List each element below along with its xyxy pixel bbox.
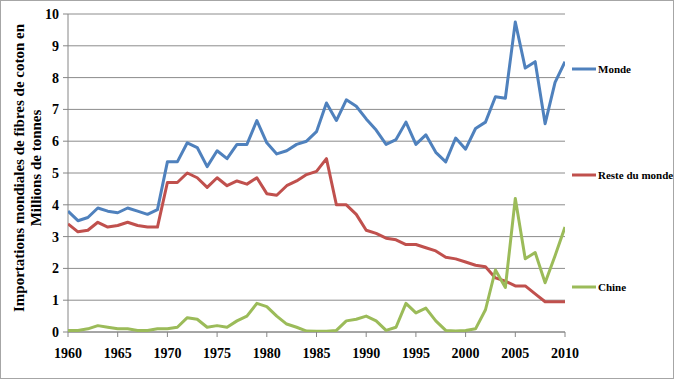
grid-line: [68, 45, 565, 46]
series-line: [68, 22, 565, 221]
legend-swatch: [572, 286, 596, 289]
x-tick-label: 2000: [452, 346, 480, 361]
y-tick-label: 8: [52, 71, 59, 86]
y-tick: [63, 268, 68, 269]
x-tick-label: 1990: [352, 346, 380, 361]
y-tick-label: 7: [52, 102, 59, 117]
x-tick-label: 1985: [303, 346, 331, 361]
y-tick: [63, 300, 68, 301]
y-tick-label: 10: [45, 7, 59, 22]
y-tick: [63, 173, 68, 174]
y-tick: [63, 204, 68, 205]
grid-line: [68, 300, 565, 301]
y-tick: [63, 109, 68, 110]
x-tick: [515, 332, 516, 337]
y-tick-label: 3: [52, 230, 59, 245]
grid-line: [68, 77, 565, 78]
x-tick-label: 1995: [402, 346, 430, 361]
x-tick: [117, 332, 118, 337]
y-axis-label-line: Millions de tonnes: [28, 109, 44, 226]
x-tick-label: 1970: [153, 346, 181, 361]
grid-line: [68, 204, 565, 205]
x-tick-label: 2005: [501, 346, 529, 361]
x-tick: [316, 332, 317, 337]
legend-swatch: [572, 174, 596, 177]
y-tick-label: 2: [52, 261, 59, 276]
series-line: [68, 198, 565, 331]
x-tick: [266, 332, 267, 337]
legend-swatch: [572, 68, 596, 71]
y-axis-label: Importations mondiales de fibres de coto…: [11, 23, 44, 312]
y-tick-label: 4: [52, 198, 59, 213]
y-tick: [63, 77, 68, 78]
grid-line: [68, 236, 565, 237]
legend-label: Chine: [598, 281, 626, 293]
y-tick-label: 0: [52, 325, 59, 340]
chart-border: [1, 1, 674, 379]
y-tick: [63, 14, 68, 15]
x-tick: [465, 332, 466, 337]
y-tick: [63, 236, 68, 237]
y-axis: [68, 14, 69, 332]
x-tick: [366, 332, 367, 337]
chart: 0 1 2 3 4 5 6 7 8 9 10 1960 1965 1970 1975 1980 1985 1990…: [0, 0, 674, 379]
y-tick-label: 5: [52, 166, 59, 181]
grid-line: [68, 141, 565, 142]
y-tick: [63, 332, 68, 333]
x-tick-label: 2010: [551, 346, 579, 361]
grid-line: [68, 268, 565, 269]
series-line: [68, 159, 565, 302]
x-tick-label: 1975: [203, 346, 231, 361]
y-tick-label: 9: [52, 39, 59, 54]
legend-label: Reste du monde: [598, 169, 673, 181]
plot-lines: [68, 22, 565, 331]
x-tick: [415, 332, 416, 337]
y-tick: [63, 45, 68, 46]
y-tick-label: 6: [52, 134, 59, 149]
y-tick: [63, 141, 68, 142]
legend-label: Monde: [598, 63, 631, 75]
y-tick-label: 1: [52, 293, 59, 308]
grid-line: [68, 14, 565, 15]
y-axis-label-line: Importations mondiales de fibres de coto…: [11, 23, 27, 312]
x-tick-label: 1980: [253, 346, 281, 361]
x-tick: [167, 332, 168, 337]
x-tick: [217, 332, 218, 337]
x-tick-label: 1960: [54, 346, 82, 361]
x-tick: [565, 332, 566, 337]
x-tick: [68, 332, 69, 337]
x-tick-label: 1965: [104, 346, 132, 361]
